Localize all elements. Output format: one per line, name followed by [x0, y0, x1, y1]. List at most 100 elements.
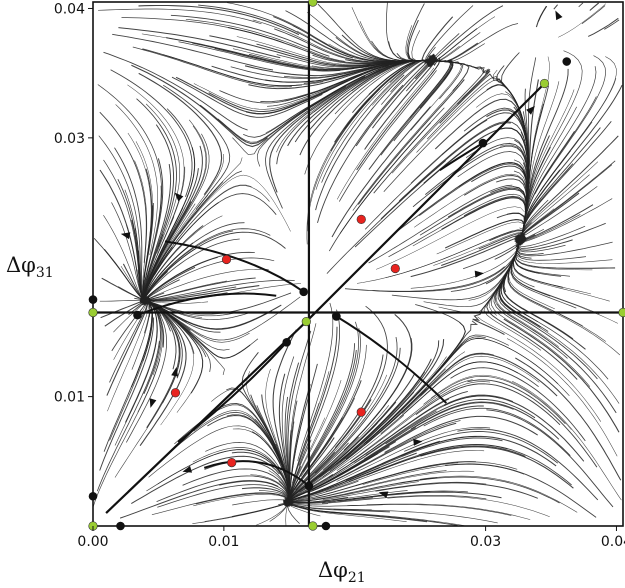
red-fixed-point: [170, 388, 181, 398]
streamline: [98, 8, 262, 25]
flow-arrow: [171, 367, 179, 377]
streamline: [363, 402, 514, 460]
flow-arrow: [555, 10, 563, 21]
streamline: [269, 75, 366, 193]
plot-frame: [92, 1, 624, 527]
streamline: [553, 4, 559, 10]
streamline: [520, 96, 597, 240]
streamline: [343, 351, 466, 462]
flow-arrow: [378, 491, 389, 499]
streamline: [558, 3, 607, 38]
streamline: [96, 340, 160, 492]
streamline: [103, 51, 248, 131]
streamline: [387, 495, 550, 517]
streamline: [193, 494, 292, 507]
green-fixed-point: [88, 307, 98, 318]
streamline: [510, 235, 618, 324]
streamline: [146, 124, 175, 281]
streamline: [339, 339, 445, 463]
streamline: [192, 501, 291, 525]
separatrix-lines: [93, 2, 623, 526]
flow-arrow: [120, 232, 131, 240]
streamline: [467, 379, 598, 468]
streamline: [162, 54, 324, 86]
streamline: [146, 157, 243, 289]
streamline: [143, 257, 275, 302]
streamline: [98, 135, 142, 290]
streamline: [185, 18, 345, 62]
black-fixed-point: [332, 312, 341, 321]
streamline: [398, 121, 526, 202]
streamline: [119, 480, 279, 519]
streamline: [315, 62, 416, 190]
streamline: [115, 104, 158, 255]
streamline: [355, 461, 518, 486]
streamline: [265, 60, 413, 134]
streamline: [296, 410, 437, 497]
streamline: [457, 428, 599, 501]
streamline: [347, 504, 512, 516]
streamline: [450, 367, 586, 442]
streamline: [328, 390, 468, 479]
y-tick-label: 0.03: [54, 131, 85, 147]
streamline: [420, 446, 574, 489]
x-axis-ticks: 0.00 0.01 0.03 0.04: [77, 526, 625, 550]
streamline: [312, 470, 475, 500]
separatrix: [137, 292, 277, 317]
green-fixed-point: [618, 307, 625, 318]
streamline: [285, 380, 362, 506]
streamline: [477, 316, 602, 422]
streamline: [337, 491, 502, 502]
streamline: [443, 395, 585, 462]
streamline: [154, 193, 277, 276]
streamline: [317, 3, 435, 62]
black-fixed-point: [88, 491, 98, 501]
streamline: [350, 381, 491, 463]
green-fixed-point: [308, 521, 318, 531]
streamline: [526, 84, 623, 218]
streamline: [538, 5, 548, 22]
flow-arrow: [474, 270, 485, 278]
streamline: [198, 4, 353, 59]
streamline: [214, 48, 377, 71]
black-fixed-point: [478, 138, 488, 148]
streamline: [304, 60, 416, 175]
streamline: [581, 5, 606, 25]
streamline: [322, 338, 413, 471]
red-fixed-point: [390, 263, 400, 274]
streamline: [110, 69, 193, 197]
streamline: [384, 415, 538, 453]
streamline: [287, 330, 312, 492]
streamline: [152, 185, 270, 278]
streamline: [193, 80, 349, 110]
streamlines: [92, 2, 623, 527]
streamline: [171, 76, 323, 118]
black-fixed-point: [116, 521, 125, 531]
streamline: [331, 106, 431, 238]
black-fixed-point: [562, 57, 572, 66]
red-fixed-point: [356, 214, 366, 224]
streamline: [99, 317, 155, 471]
streamline: [145, 103, 181, 254]
streamline: [423, 407, 571, 456]
streamline: [135, 141, 153, 301]
streamline: [311, 420, 461, 492]
streamline: [384, 334, 509, 426]
black-fixed-point: [321, 521, 331, 531]
streamline: [227, 2, 380, 62]
streamline: [357, 79, 465, 205]
streamline: [315, 74, 405, 211]
streamline: [401, 435, 557, 467]
streamline: [430, 374, 572, 430]
streamline: [589, 2, 600, 11]
streamline: [385, 398, 536, 445]
streamline: [138, 72, 223, 196]
streamline: [529, 50, 583, 194]
streamline: [445, 463, 597, 518]
streamline: [308, 347, 401, 481]
streamline: [364, 119, 488, 230]
streamline: [336, 405, 484, 477]
streamline: [142, 158, 164, 303]
streamline: [523, 68, 569, 226]
black-fixed-point: [299, 287, 308, 297]
